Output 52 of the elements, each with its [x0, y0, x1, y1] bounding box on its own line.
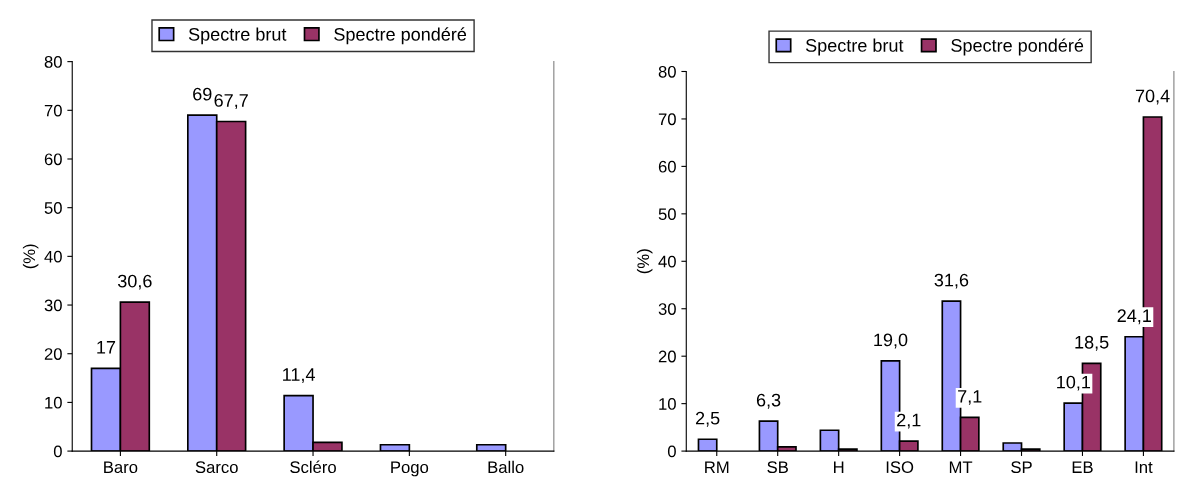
- x-tick-label: ISO: [886, 461, 914, 474]
- data-label: 70,4: [1135, 89, 1170, 105]
- y-tick-label: 30: [44, 299, 62, 312]
- y-axis-title: (%): [636, 249, 653, 274]
- legend-label: Spectre pondéré: [951, 38, 1084, 56]
- x-tick-label: SP: [1011, 461, 1032, 474]
- x-tick-label: Int: [1135, 461, 1153, 474]
- y-axis-title: (%): [22, 244, 39, 269]
- x-tick-label: Sarco: [195, 461, 238, 474]
- y-tick-label: 70: [44, 104, 62, 117]
- y-tick-label: 10: [45, 396, 62, 409]
- x-tick-label: SB: [767, 461, 788, 474]
- data-label: 2,1: [897, 413, 921, 429]
- y-tick-label: 60: [658, 160, 676, 173]
- y-tick-label: 0: [53, 445, 62, 458]
- y-tick-label: 70: [658, 113, 676, 126]
- x-tick-label: Baro: [104, 461, 138, 474]
- data-label: 10,1: [1057, 375, 1091, 391]
- data-label: 11,4: [283, 368, 315, 384]
- data-label: 17: [97, 341, 116, 354]
- data-label: 18,5: [1075, 335, 1109, 351]
- y-tick-label: 10: [659, 398, 676, 410]
- legend-label: Spectre brut: [805, 38, 904, 56]
- x-tick-label: Ballo: [488, 460, 524, 474]
- y-tick-label: 50: [658, 208, 676, 221]
- y-tick-label: 20: [44, 348, 62, 360]
- data-label: 30,6: [117, 274, 152, 290]
- data-label: 7,1: [958, 390, 982, 405]
- y-tick-label: 80: [658, 65, 676, 78]
- data-label: 67,7: [214, 94, 248, 109]
- y-tick-label: 30: [658, 303, 676, 315]
- y-tick-label: 20: [658, 350, 676, 363]
- y-tick-label: 80: [44, 56, 62, 68]
- legend-label: Spectre brut: [188, 27, 287, 45]
- y-tick-label: 40: [658, 255, 676, 268]
- data-label: 6,3: [756, 393, 781, 409]
- y-tick-label: 50: [44, 202, 62, 214]
- data-label: 19,0: [874, 333, 908, 349]
- x-tick-label: RM: [705, 461, 729, 473]
- y-tick-label: 0: [667, 445, 676, 458]
- data-label: 31,6: [934, 273, 969, 289]
- y-tick-label: 40: [44, 250, 62, 263]
- data-label: 24,1: [1117, 309, 1151, 325]
- x-tick-label: H: [834, 461, 844, 473]
- x-tick-label: Pogo: [391, 461, 429, 477]
- x-tick-label: Scléro: [290, 460, 336, 474]
- x-tick-label: EB: [1072, 461, 1093, 473]
- y-tick-label: 60: [44, 153, 62, 166]
- legend-label: Spectre pondéré: [334, 27, 467, 45]
- x-tick-label: MT: [949, 461, 973, 473]
- data-label: 2,5: [695, 411, 720, 427]
- data-label: 69: [193, 87, 212, 101]
